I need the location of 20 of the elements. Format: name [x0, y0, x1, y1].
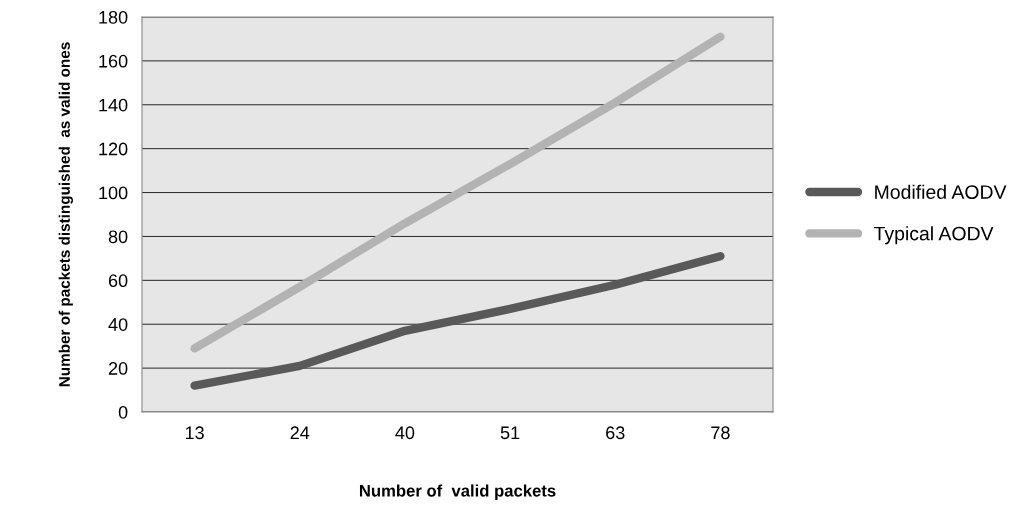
y-tick-label: 180	[99, 10, 128, 24]
legend-label: Modified AODV	[875, 184, 1007, 199]
x-tick-label: 40	[395, 426, 415, 440]
x-axis-title: Number of valid packets	[359, 484, 556, 500]
y-tick-label: 60	[108, 274, 128, 288]
y-axis-title: Number of packets distinguished as valid ones	[58, 42, 73, 387]
y-tick-label: 140	[99, 98, 128, 112]
y-tick-label: 40	[108, 318, 128, 331]
x-tick-label: 63	[606, 426, 625, 440]
y-tick-label: 20	[108, 362, 128, 375]
x-tick-label: 24	[290, 426, 310, 439]
y-tick-label: 0	[118, 405, 128, 419]
x-tick-label: 13	[185, 426, 204, 440]
y-tick-label: 120	[99, 142, 128, 156]
y-tick-label: 160	[99, 54, 128, 68]
y-tick-label: 80	[108, 230, 128, 244]
legend-label: Typical AODV	[874, 226, 994, 245]
x-tick-label: 51	[500, 426, 520, 440]
x-tick-label: 78	[711, 426, 730, 440]
y-tick-label: 100	[99, 186, 128, 200]
